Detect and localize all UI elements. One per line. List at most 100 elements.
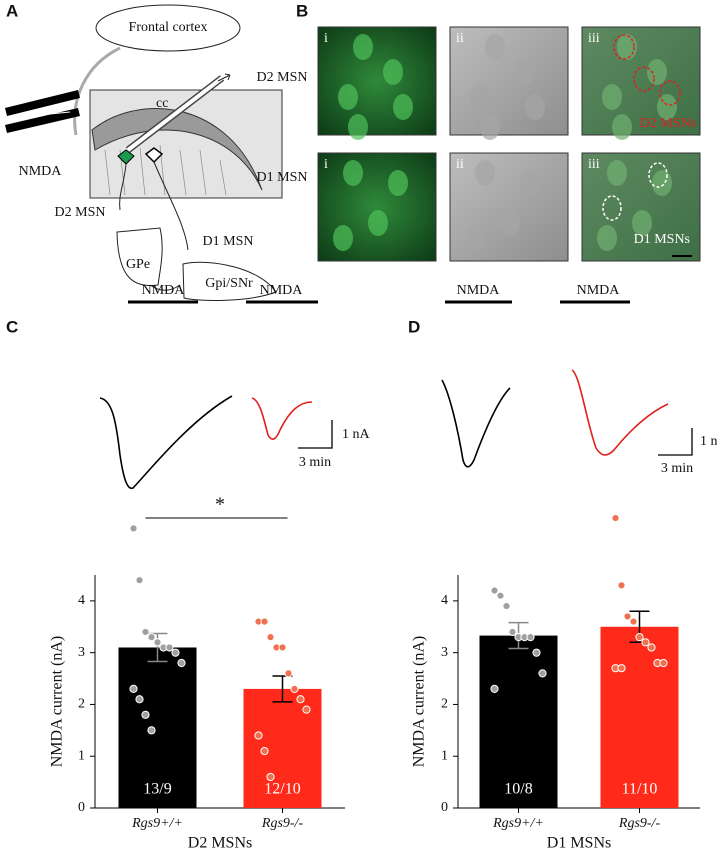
stimulus-label: NMDA <box>577 283 621 298</box>
axon <box>149 284 181 291</box>
bar-label: 13/9 <box>143 781 171 798</box>
scale-label: 3 min <box>299 455 331 470</box>
cell-body <box>388 170 408 196</box>
cell-body <box>515 59 535 85</box>
y-tick-label: 0 <box>78 800 85 815</box>
data-point <box>147 633 156 642</box>
cell-body <box>353 34 373 60</box>
region-shape <box>95 4 241 52</box>
y-axis-label: NMDA current (nA) <box>411 636 428 768</box>
cell-body <box>500 210 520 236</box>
stimulus-label: NMDA <box>260 283 304 298</box>
region-label: Gpi/SNr <box>205 276 253 291</box>
cell-body <box>338 84 358 110</box>
cell-outline <box>602 195 622 221</box>
cell-body <box>383 59 403 85</box>
panel-label: D <box>408 317 420 336</box>
data-point <box>266 772 275 782</box>
bar <box>479 635 558 808</box>
current-trace <box>251 397 313 440</box>
cell-body <box>602 84 622 110</box>
x-tick-label: Rgs9+/+ <box>131 816 183 831</box>
panel-c: C NMDA NMDA 1 nA 3 min <box>6 283 371 490</box>
x-axis-label: D1 MSNs <box>547 835 611 852</box>
cell-body <box>632 210 652 236</box>
cell-body <box>652 170 672 196</box>
region-label: GPe <box>126 257 150 272</box>
bar-label: 11/10 <box>622 781 658 798</box>
data-point <box>302 705 311 714</box>
bar-chart: 0 1 2 3 4 NMDA current (nA) Rgs9+/+ 13/9 Rgs9-/-… <box>49 494 345 852</box>
axon <box>119 163 127 211</box>
image-index: iii <box>588 31 600 46</box>
cell-body <box>465 225 485 251</box>
image-index: ii <box>456 31 464 46</box>
row-label: D2 MSN <box>257 70 308 85</box>
x-tick-label: Rgs9-/- <box>261 816 304 831</box>
panel-label: C <box>6 317 18 336</box>
electrode-inner <box>126 76 224 152</box>
data-point <box>611 513 620 523</box>
cell-body <box>647 59 667 85</box>
bar-label: 12/10 <box>264 781 300 798</box>
y-tick-label: 1 <box>441 748 448 763</box>
data-point <box>135 695 144 704</box>
y-tick-label: 2 <box>441 697 448 712</box>
y-tick-label: 3 <box>78 645 85 660</box>
cell-body <box>470 84 490 110</box>
cell-outline <box>633 66 655 92</box>
region-label: Frontal cortex <box>129 20 208 35</box>
current-trace <box>99 395 233 490</box>
data-point <box>260 617 269 626</box>
data-point <box>635 633 644 642</box>
stimulus-label: NMDA <box>142 283 186 298</box>
image-index: iii <box>588 157 600 172</box>
data-point <box>502 601 511 611</box>
gpi-shape <box>182 261 277 301</box>
gpe-shape <box>116 227 163 287</box>
data-point <box>254 731 263 740</box>
scale-label: 1 nA <box>342 427 371 442</box>
cell-outline <box>648 162 668 188</box>
x-tick-label: Rgs9+/+ <box>492 816 544 831</box>
data-point <box>532 648 541 657</box>
cell-body <box>368 210 388 236</box>
data-point <box>278 643 287 652</box>
data-point <box>171 648 180 657</box>
y-tick-label: 4 <box>441 593 448 608</box>
cell-body <box>348 114 368 140</box>
data-point <box>266 633 275 642</box>
data-point <box>147 726 156 735</box>
data-point <box>508 627 517 637</box>
cell-body <box>393 94 413 120</box>
y-tick-label: 0 <box>441 800 448 815</box>
y-axis-label: NMDA current (nA) <box>49 636 66 768</box>
cell-body <box>475 160 495 186</box>
panel-d: D NMDA NMDA 1 nA 3 min <box>408 283 717 476</box>
cell-body <box>485 34 505 60</box>
data-point <box>129 524 138 533</box>
row-label: D1 MSN <box>257 170 308 185</box>
micrograph <box>581 26 701 136</box>
cell-body <box>607 160 627 186</box>
image-index: i <box>324 31 328 46</box>
region-label: cc <box>156 96 168 111</box>
overlay-label: D2 MSNs <box>640 116 696 131</box>
data-point <box>153 638 162 647</box>
micrograph <box>449 26 569 136</box>
scale-bar <box>298 420 333 449</box>
cell-label: D2 MSN <box>55 205 106 220</box>
drug-label: NMDA <box>19 164 63 179</box>
data-point <box>490 586 499 595</box>
current-trace <box>441 379 511 468</box>
bar-chart: 0 1 2 3 4 NMDA current (nA) Rgs9+/+ 10/8 Rgs9-/-… <box>411 513 700 852</box>
cell-label: D1 MSN <box>203 234 254 249</box>
data-point <box>629 617 638 626</box>
data-point <box>617 581 626 590</box>
data-point <box>290 684 299 694</box>
micrograph <box>317 26 437 136</box>
bar <box>118 647 197 808</box>
panel-a: A Frontal cortex cc NMDA D2 MSN D1 MSN G… <box>5 1 283 301</box>
cell-body <box>525 94 545 120</box>
y-tick-label: 2 <box>78 697 85 712</box>
